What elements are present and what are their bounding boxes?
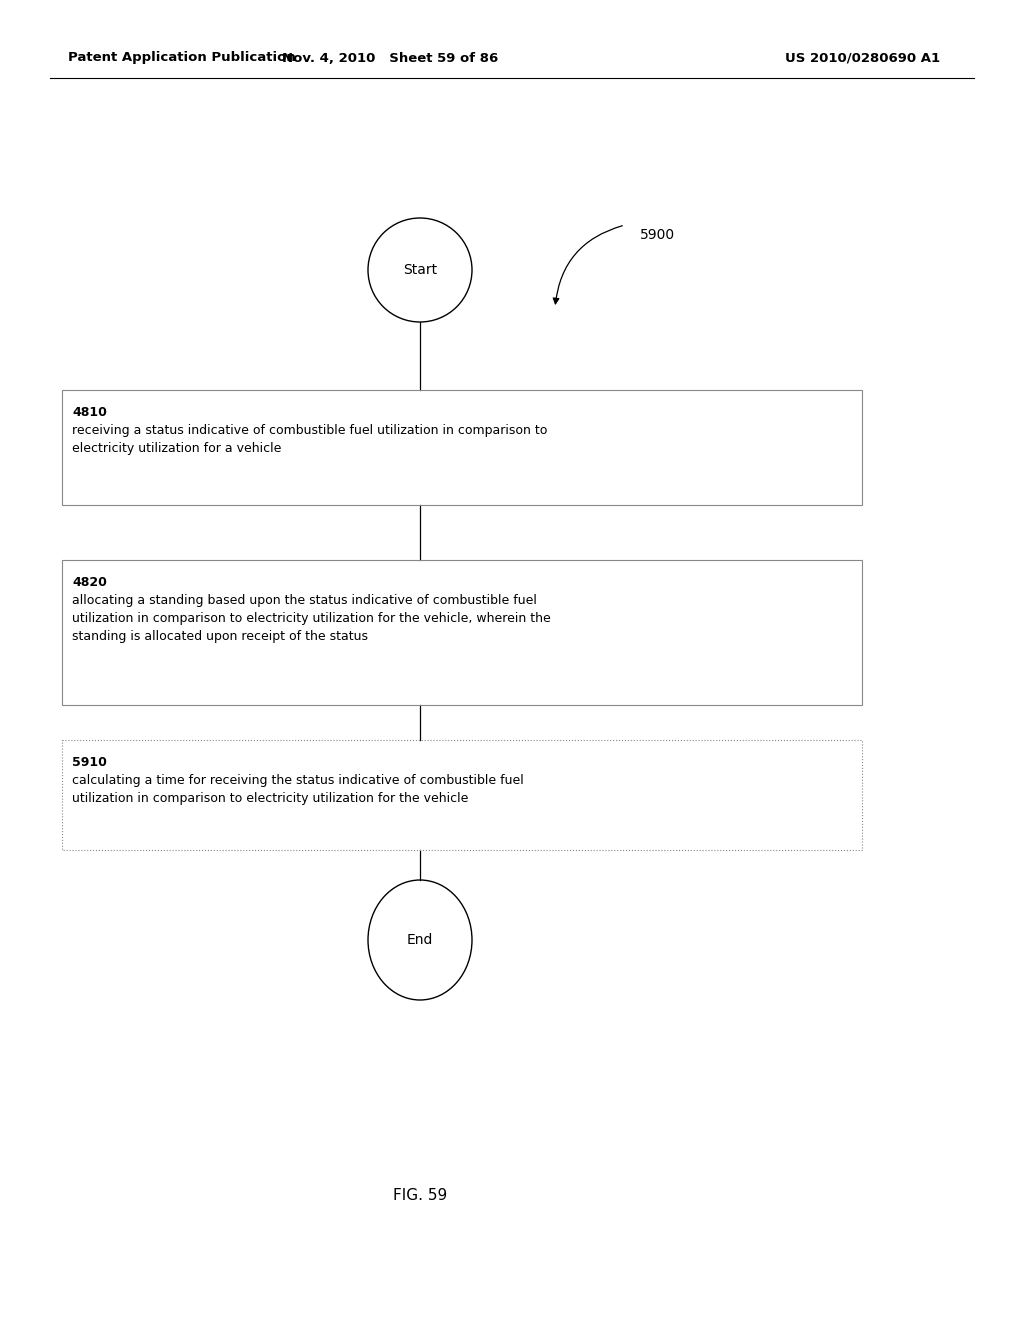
Text: 5910: 5910 bbox=[72, 756, 106, 770]
Text: Start: Start bbox=[402, 263, 437, 277]
Bar bbox=[62, 560, 862, 705]
Text: 4810: 4810 bbox=[72, 407, 106, 418]
Text: allocating a standing based upon the status indicative of combustible fuel
utili: allocating a standing based upon the sta… bbox=[72, 594, 551, 643]
Text: 5900: 5900 bbox=[640, 228, 675, 242]
Text: End: End bbox=[407, 933, 433, 946]
Text: Patent Application Publication: Patent Application Publication bbox=[68, 51, 296, 65]
Text: FIG. 59: FIG. 59 bbox=[393, 1188, 447, 1203]
Text: 4820: 4820 bbox=[72, 576, 106, 589]
Text: Nov. 4, 2010   Sheet 59 of 86: Nov. 4, 2010 Sheet 59 of 86 bbox=[282, 51, 498, 65]
Bar bbox=[62, 741, 862, 850]
Text: US 2010/0280690 A1: US 2010/0280690 A1 bbox=[784, 51, 940, 65]
Text: calculating a time for receiving the status indicative of combustible fuel
utili: calculating a time for receiving the sta… bbox=[72, 774, 523, 805]
Bar bbox=[62, 389, 862, 506]
Text: receiving a status indicative of combustible fuel utilization in comparison to
e: receiving a status indicative of combust… bbox=[72, 424, 548, 455]
